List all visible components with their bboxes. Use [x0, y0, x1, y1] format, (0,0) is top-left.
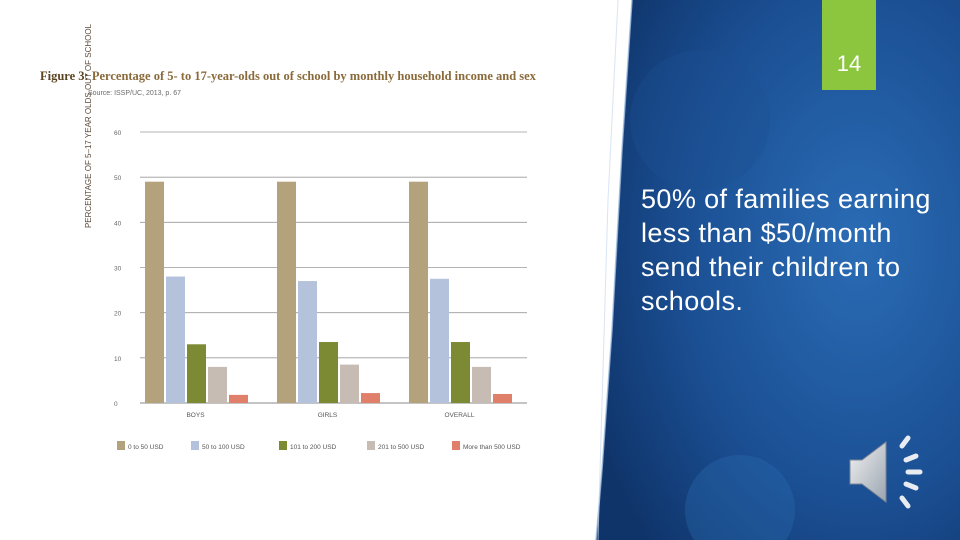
y-tick-label: 60 — [114, 130, 122, 137]
legend-swatch — [117, 441, 125, 450]
legend-swatch — [452, 441, 460, 450]
y-tick-label: 10 — [114, 356, 122, 363]
figure-title-text: Percentage of 5- to 17-year-olds out of … — [91, 69, 536, 83]
bar — [451, 342, 470, 403]
page-number: 14 — [836, 51, 862, 76]
bar — [277, 181, 296, 403]
legend-label: 201 to 500 USD — [378, 444, 425, 451]
bar — [208, 366, 227, 403]
legend-label: 0 to 50 USD — [128, 444, 164, 451]
chart-y-axis-label: PERCENTAGE OF 5–17 YEAR OLDS OUT OF SCHO… — [84, 23, 93, 229]
figure-title-lead: Figure 3: — [40, 69, 89, 83]
x-tick-label: OVERALL — [445, 412, 475, 419]
bar — [298, 281, 317, 403]
page-number-box: 14 — [822, 0, 876, 90]
bar — [430, 278, 449, 403]
legend-swatch — [191, 441, 199, 450]
bar — [187, 344, 206, 403]
bar — [229, 394, 248, 403]
x-tick-label: BOYS — [186, 412, 205, 419]
bar — [319, 342, 338, 403]
y-tick-label: 30 — [114, 266, 122, 273]
figure-title: Figure 3: Percentage of 5- to 17-year-ol… — [40, 69, 600, 84]
bar — [493, 393, 512, 403]
figure-source: Source: ISSP/UC, 2013, p. 67 — [88, 90, 181, 97]
legend-label: 101 to 200 USD — [290, 444, 337, 451]
legend-swatch — [279, 441, 287, 450]
bar — [409, 181, 428, 403]
speaker-icon[interactable] — [846, 432, 926, 512]
y-tick-label: 50 — [114, 175, 122, 182]
legend-label: 50 to 100 USD — [202, 444, 245, 451]
bar — [472, 366, 491, 403]
bar — [145, 181, 164, 403]
bar — [340, 364, 359, 403]
slide-body-text: 50% of families earning less than $50/mo… — [641, 184, 931, 316]
legend-label: More than 500 USD — [463, 444, 521, 451]
bar — [361, 393, 380, 403]
x-tick-label: GIRLS — [318, 412, 338, 419]
legend-swatch — [367, 441, 375, 450]
y-tick-label: 0 — [114, 401, 118, 408]
y-tick-label: 20 — [114, 311, 122, 318]
y-tick-label: 40 — [114, 220, 122, 227]
bar — [166, 276, 185, 403]
